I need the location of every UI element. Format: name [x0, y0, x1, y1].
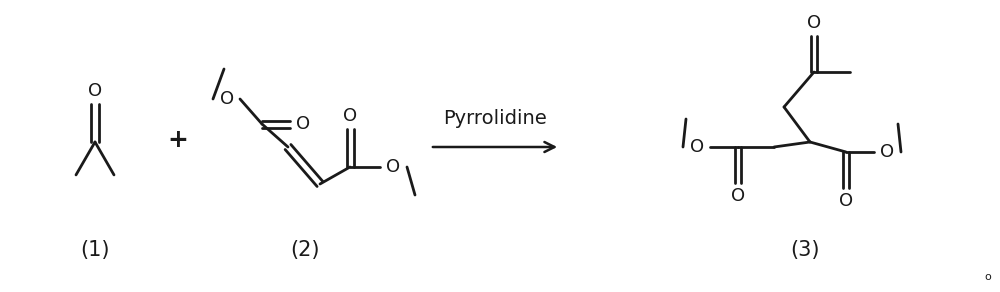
Text: O: O	[731, 187, 745, 205]
Text: O: O	[343, 107, 357, 125]
Text: O: O	[807, 14, 821, 32]
Text: (3): (3)	[790, 240, 820, 260]
Text: (1): (1)	[80, 240, 110, 260]
Text: O: O	[839, 192, 853, 210]
Text: Pyrrolidine: Pyrrolidine	[443, 110, 547, 128]
Text: O: O	[88, 82, 102, 100]
Text: O: O	[220, 90, 234, 108]
Text: O: O	[386, 158, 400, 176]
Text: +: +	[168, 128, 188, 152]
Text: o: o	[985, 272, 991, 282]
Text: O: O	[880, 143, 894, 161]
Text: O: O	[690, 138, 704, 156]
Text: (2): (2)	[290, 240, 320, 260]
Text: O: O	[296, 115, 310, 133]
